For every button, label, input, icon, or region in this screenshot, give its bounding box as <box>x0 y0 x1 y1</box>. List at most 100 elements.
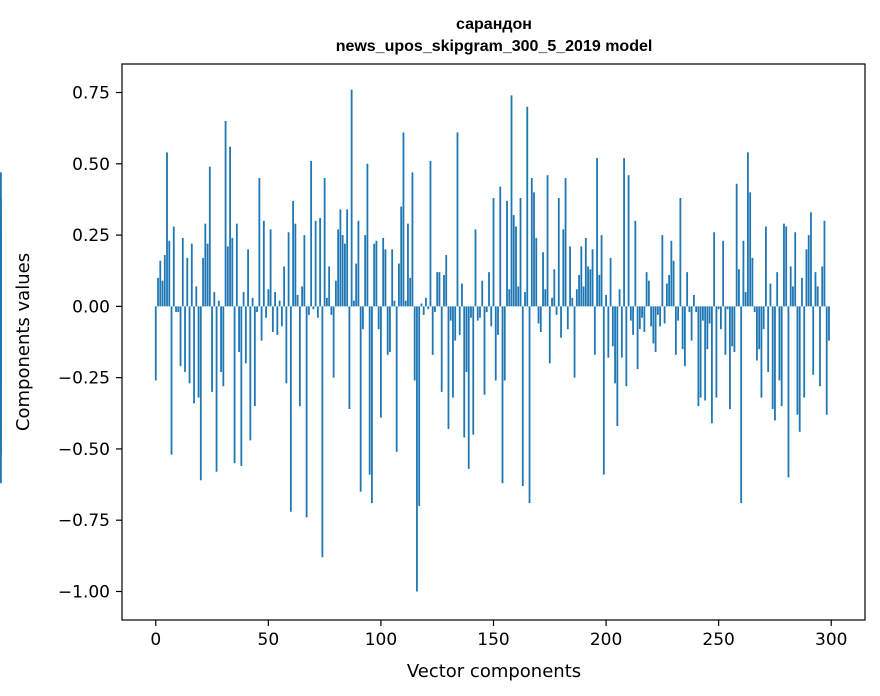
bar-236 <box>686 272 689 307</box>
bar-269 <box>760 306 763 398</box>
bar-51 <box>269 229 272 307</box>
bar-118 <box>420 303 423 307</box>
bar-82 <box>339 209 342 307</box>
bar-264 <box>749 192 752 307</box>
bar-148 <box>488 272 490 307</box>
bar-5 <box>166 152 168 307</box>
bar-186 <box>573 306 576 378</box>
bar-57 <box>283 266 286 307</box>
bar-undefined <box>0 306 2 441</box>
bar-291 <box>810 212 812 307</box>
bar-297 <box>823 220 826 307</box>
bar-59 <box>287 232 290 307</box>
bar-167 <box>530 178 533 307</box>
bar-43 <box>251 297 254 307</box>
bar-244 <box>704 306 707 401</box>
bar-47 <box>260 306 263 341</box>
y-tick-label-2: −0.50 <box>58 440 110 460</box>
bar-29 <box>220 306 222 372</box>
bar-238 <box>690 306 693 341</box>
bar-184 <box>569 246 571 307</box>
bar-243 <box>701 306 704 321</box>
bar-194 <box>591 249 594 307</box>
bar-127 <box>440 306 443 392</box>
bar-217 <box>643 306 646 333</box>
bar-74 <box>321 306 324 558</box>
bar-2 <box>159 260 162 307</box>
bar-177 <box>553 269 556 307</box>
bar-149 <box>490 306 493 327</box>
bar-168 <box>533 192 535 307</box>
bar-56 <box>280 306 283 327</box>
bar-39 <box>242 292 245 307</box>
bar-227 <box>665 283 668 307</box>
bar-222 <box>654 306 657 352</box>
bar-62 <box>294 223 297 307</box>
bar-6 <box>168 240 171 307</box>
bar-58 <box>285 306 288 384</box>
bar-214 <box>636 306 639 370</box>
bar-106 <box>393 300 396 307</box>
bar-134 <box>456 132 459 307</box>
bar-285 <box>796 306 799 415</box>
bar-9 <box>175 306 177 313</box>
bar-78 <box>330 306 333 315</box>
bar-7 <box>170 306 173 455</box>
bar-204 <box>614 306 616 384</box>
bar-66 <box>303 235 306 307</box>
bar-226 <box>663 306 666 324</box>
bar-284 <box>794 232 797 307</box>
bar-265 <box>751 257 754 307</box>
x-tick-label-100: 100 <box>365 630 397 650</box>
bar-178 <box>555 306 558 315</box>
bar-154 <box>501 306 504 484</box>
bar-85 <box>346 209 349 307</box>
bar-280 <box>785 226 788 307</box>
y-tick-label-3: −0.25 <box>58 369 110 389</box>
bar-155 <box>503 306 506 381</box>
bar-44 <box>253 306 256 407</box>
bar-298 <box>825 306 828 415</box>
x-tick-label-300: 300 <box>815 630 847 650</box>
bar-170 <box>537 306 540 324</box>
bar-63 <box>296 294 299 307</box>
bar-125 <box>436 272 439 307</box>
bar-224 <box>659 306 662 327</box>
bar-122 <box>429 160 432 307</box>
bar-287 <box>801 277 803 307</box>
bar-100 <box>380 306 382 418</box>
bar-27 <box>215 306 218 472</box>
bar-69 <box>310 160 313 307</box>
bar-193 <box>589 269 592 307</box>
bar-273 <box>769 283 772 307</box>
bar-198 <box>600 235 603 307</box>
bar-283 <box>792 286 794 307</box>
bar-234 <box>681 306 684 350</box>
bar-25 <box>211 306 213 392</box>
bar-195 <box>593 306 596 355</box>
bar-90 <box>357 220 360 307</box>
bar-52 <box>271 306 274 333</box>
bar-135 <box>458 306 461 335</box>
bar-79 <box>332 306 335 378</box>
bar-176 <box>551 297 553 307</box>
bar-83 <box>341 235 344 307</box>
bar-15 <box>188 306 191 384</box>
bar-166 <box>528 306 531 504</box>
y-tick-label-5: 0.25 <box>72 226 110 246</box>
bar-48 <box>262 220 265 307</box>
y-tick-label-4: 0.00 <box>72 297 110 317</box>
bar-107 <box>395 306 398 452</box>
bar-73 <box>319 217 322 307</box>
bar-28 <box>217 300 220 307</box>
bar-260 <box>740 306 743 504</box>
bar-246 <box>708 306 711 324</box>
bar-211 <box>629 306 632 321</box>
bar-141 <box>472 306 475 435</box>
bar-248 <box>713 232 716 307</box>
bar-188 <box>578 274 580 307</box>
bar-207 <box>620 306 623 358</box>
bar-254 <box>726 306 729 310</box>
bar-77 <box>328 266 331 307</box>
bar-20 <box>199 306 202 481</box>
